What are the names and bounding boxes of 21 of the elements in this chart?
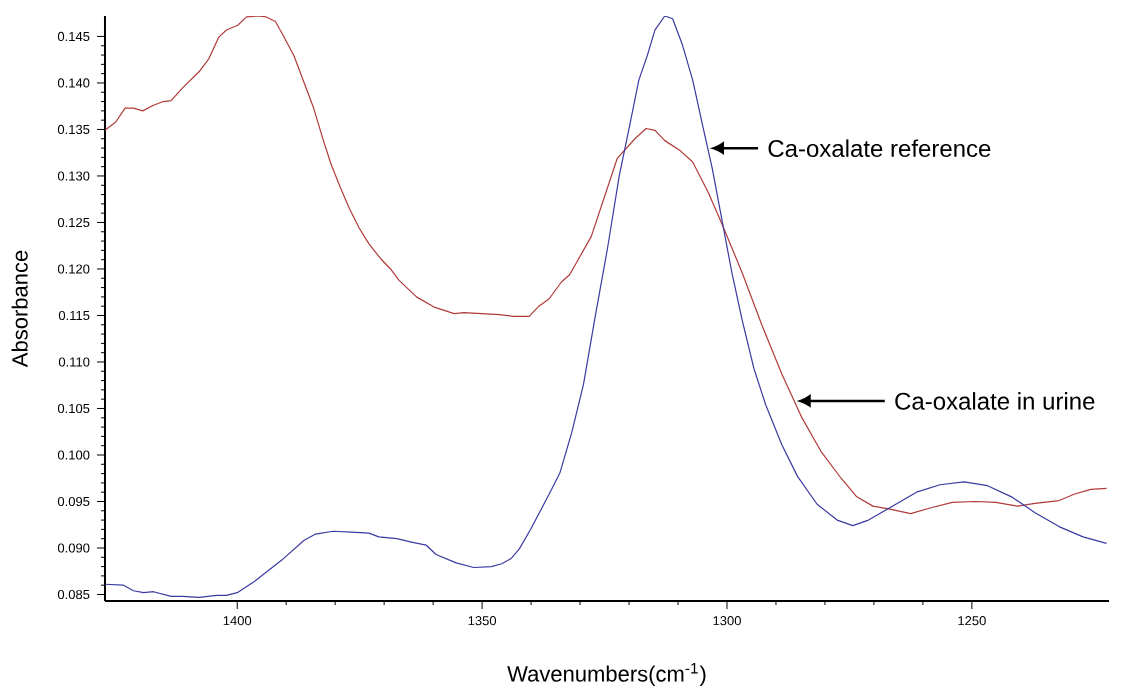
y-tick-label: 0.095 (57, 496, 90, 507)
x-tick-label: 1300 (713, 616, 741, 626)
x-axis-title: Wavenumbers(cm$^{-1}$) (507, 662, 706, 686)
annotation: Ca-oxalate in urine (895, 392, 1095, 410)
annotation: Ca-oxalate reference (768, 139, 991, 158)
y-tick-label: 0.100 (57, 450, 90, 460)
x-tick-label: 1350 (468, 616, 497, 626)
y-tick-label: 0.130 (57, 171, 90, 181)
y-tick-label: 0.115 (58, 310, 90, 321)
y-tick-label: 0.120 (57, 264, 90, 274)
y-axis-title: Absorbance (11, 250, 28, 368)
y-tick-label: 0.135 (57, 124, 90, 135)
x-tick-label: 1250 (958, 616, 986, 626)
y-tick-label: 0.145 (57, 31, 90, 42)
y-tick-label: 0.105 (57, 403, 90, 414)
y-tick-label: 0.085 (57, 589, 90, 600)
y-tick-label: 0.090 (57, 543, 90, 553)
y-tick-label: 0.125 (57, 217, 90, 228)
x-tick-label: 1400 (223, 616, 252, 626)
y-tick-label: 0.110 (58, 357, 90, 367)
y-tick-label: 0.140 (57, 78, 90, 88)
